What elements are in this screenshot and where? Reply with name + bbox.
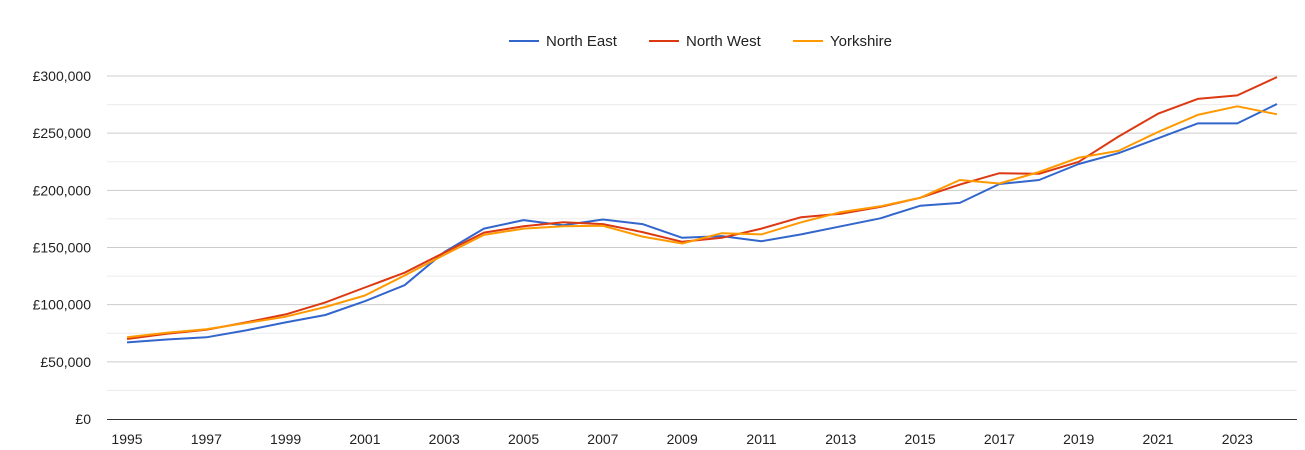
legend-item: North East bbox=[509, 33, 618, 50]
x-tick-label: 1995 bbox=[111, 431, 142, 447]
x-tick-label: 2015 bbox=[905, 431, 936, 447]
y-axis-tick-labels: £0 £50,000 £100,000 £150,000 £200,000 £250,00… bbox=[33, 68, 92, 427]
series-line bbox=[126, 103, 1278, 344]
x-tick-label: 2011 bbox=[746, 431, 776, 447]
gridlines bbox=[107, 75, 1297, 391]
x-tick-label: 2013 bbox=[825, 431, 856, 447]
series-line bbox=[126, 105, 1278, 339]
y-tick-label: £100,000 bbox=[33, 297, 92, 313]
y-tick-label: £300,000 bbox=[33, 68, 92, 84]
x-tick-label: 1999 bbox=[270, 431, 301, 447]
x-tick-label: 2005 bbox=[508, 431, 539, 447]
x-axis-tick-labels: 1995 1997 1999 2001 2003 2005 2007 2009 2011 2013… bbox=[111, 431, 1253, 447]
x-tick-label: 1997 bbox=[191, 431, 222, 447]
x-tick-label: 2009 bbox=[667, 431, 698, 447]
y-tick-label: £200,000 bbox=[33, 182, 92, 198]
y-tick-label: £150,000 bbox=[33, 240, 92, 256]
legend-label: North West bbox=[686, 33, 762, 50]
x-tick-label: 2003 bbox=[429, 431, 460, 447]
series-lines bbox=[126, 76, 1278, 344]
x-tick-label: 2021 bbox=[1142, 431, 1173, 447]
series-north-east bbox=[126, 103, 1278, 344]
series-line bbox=[126, 76, 1278, 340]
x-tick-label: 2001 bbox=[349, 431, 380, 447]
x-tick-label: 2007 bbox=[587, 431, 618, 447]
legend-label: Yorkshire bbox=[830, 33, 892, 50]
x-tick-label: 2017 bbox=[984, 431, 1015, 447]
y-tick-label: £0 bbox=[75, 411, 91, 427]
legend-label: North East bbox=[546, 33, 618, 50]
series-yorkshire bbox=[126, 105, 1278, 339]
legend-item: North West bbox=[649, 33, 762, 50]
x-tick-label: 2023 bbox=[1222, 431, 1253, 447]
y-tick-label: £50,000 bbox=[40, 354, 91, 370]
legend-item: Yorkshire bbox=[793, 33, 892, 50]
legend: North East North West Yorkshire bbox=[509, 33, 892, 50]
y-tick-label: £250,000 bbox=[33, 125, 92, 141]
x-tick-label: 2019 bbox=[1063, 431, 1094, 447]
series-north-west bbox=[126, 76, 1278, 340]
